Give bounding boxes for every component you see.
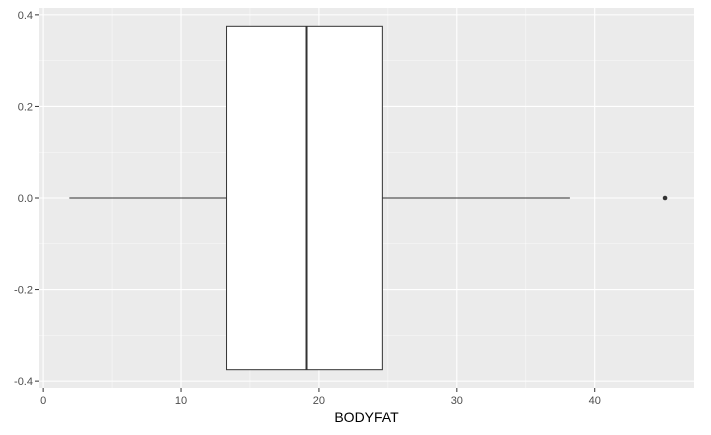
x-tick-label: 10 bbox=[175, 395, 187, 407]
x-axis: 0 10 20 30 40 bbox=[40, 388, 601, 407]
y-axis: -0.4 -0.2 0.0 0.2 0.4 bbox=[14, 10, 39, 388]
y-tick-label: 0.0 bbox=[18, 193, 33, 205]
outlier-point bbox=[662, 195, 668, 201]
x-tick-label: 40 bbox=[589, 395, 601, 407]
y-tick-label: -0.4 bbox=[14, 376, 33, 388]
x-axis-title: BODYFAT bbox=[334, 409, 399, 425]
boxplot-marks bbox=[69, 25, 668, 371]
y-tick-label: 0.4 bbox=[18, 10, 33, 22]
iqr-box bbox=[226, 25, 383, 371]
y-tick-label: -0.2 bbox=[14, 285, 33, 297]
x-tick-label: 30 bbox=[451, 395, 463, 407]
y-tick-label: 0.2 bbox=[18, 101, 33, 113]
x-tick-label: 0 bbox=[40, 395, 46, 407]
x-tick-label: 20 bbox=[313, 395, 325, 407]
